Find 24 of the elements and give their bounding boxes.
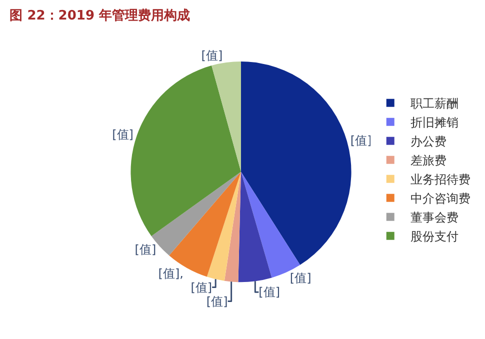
data-label: [值] — [290, 271, 312, 286]
legend-label: 董事会费 — [410, 210, 458, 225]
data-label: [值] — [134, 242, 156, 256]
data-label: [值] — [112, 127, 134, 142]
legend-label: 业务招待费 — [410, 172, 470, 187]
legend-label: 股份支付 — [410, 230, 458, 244]
legend-label: 折旧摊销 — [410, 116, 458, 130]
legend-label: 差旅费 — [410, 154, 446, 168]
legend-label: 办公费 — [410, 134, 446, 149]
legend-label: 中介咨询费 — [410, 192, 470, 206]
legend-label: 职工薪酬 — [410, 96, 458, 111]
chart-title: 图 22：2019 年管理费用构成 — [10, 8, 190, 24]
data-label: [值], — [158, 266, 184, 280]
data-label: [值] — [190, 280, 212, 294]
pie-slice — [206, 172, 241, 281]
data-label: [值] — [206, 294, 228, 308]
pie-slice — [224, 172, 241, 282]
pie-slice — [151, 172, 241, 256]
data-label: [值] — [201, 48, 223, 63]
pie-slice — [212, 62, 241, 172]
pie-slice — [238, 172, 272, 282]
data-label: [值] — [258, 285, 280, 300]
pie-slice — [241, 62, 352, 265]
pie-slice — [130, 66, 241, 236]
